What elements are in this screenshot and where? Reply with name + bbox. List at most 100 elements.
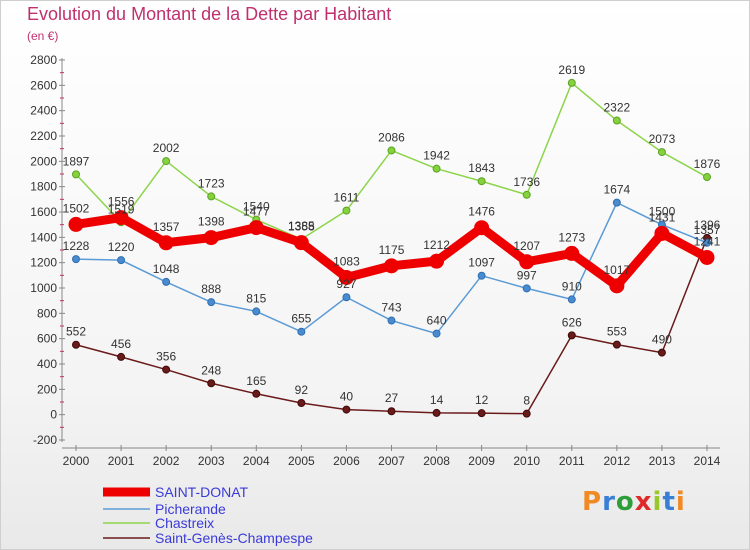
y-tick-label: 1400 (30, 230, 57, 244)
y-tick-label: 2600 (30, 78, 57, 92)
data-point (72, 170, 80, 179)
y-tick-label: 800 (37, 306, 57, 320)
data-point (522, 190, 531, 199)
x-tick-label: 2000 (63, 454, 90, 468)
data-label: 997 (517, 268, 537, 282)
y-tick-label: 400 (37, 357, 57, 371)
data-label: 1942 (423, 149, 450, 163)
data-point (384, 258, 399, 274)
data-label: 1556 (108, 195, 135, 209)
data-label: 1175 (379, 243, 405, 257)
y-tick-label: 2200 (30, 129, 57, 143)
logo-letter: x (634, 487, 653, 517)
data-point (387, 316, 396, 325)
x-tick-label: 2001 (108, 454, 135, 468)
x-tick-label: 2013 (649, 454, 676, 468)
data-point (113, 210, 129, 226)
data-point (567, 78, 576, 87)
series-saint-gen-s-champespe (72, 233, 711, 418)
unit-label: (en €) (27, 29, 59, 43)
data-point (477, 177, 486, 186)
series-layer (68, 78, 715, 418)
data-label: 2073 (649, 132, 676, 146)
data-point (654, 225, 670, 241)
data-point (522, 409, 531, 418)
data-label: 1396 (694, 218, 721, 232)
data-point (612, 198, 621, 207)
data-label: 1048 (153, 262, 180, 276)
data-label: 1220 (108, 240, 135, 254)
data-point (522, 284, 531, 293)
logo-letter: i (675, 487, 686, 517)
data-label: 1897 (63, 154, 90, 168)
x-tick-label: 2011 (559, 454, 585, 468)
legend-label: Picherande (155, 501, 226, 517)
data-label: 1212 (423, 238, 450, 252)
data-label: 456 (111, 337, 131, 351)
data-point (252, 307, 261, 316)
data-label: 1083 (333, 254, 360, 268)
data-point (117, 256, 126, 265)
data-label: 1017 (604, 263, 631, 277)
data-label: 1674 (604, 183, 631, 197)
data-label: 1357 (153, 220, 180, 234)
data-label: 1241 (694, 234, 721, 248)
data-point (703, 173, 711, 182)
data-label: 1876 (694, 157, 721, 171)
data-point (432, 164, 441, 173)
data-label: 1477 (243, 205, 270, 219)
data-label: 1519 (108, 202, 135, 216)
logo-letter: r (602, 487, 616, 517)
data-label: 8 (523, 394, 530, 408)
data-point (297, 399, 306, 408)
proxiti-logo: Proxiti (582, 487, 686, 517)
x-tick-label: 2003 (198, 454, 225, 468)
data-label: 14 (430, 393, 444, 407)
data-point (657, 148, 666, 157)
data-label: 27 (385, 391, 399, 405)
data-point (162, 157, 171, 166)
y-tick-label: -200 (33, 433, 57, 447)
data-point (342, 405, 351, 414)
legend-item: SAINT-DONAT (103, 484, 249, 500)
logo-letter: o (615, 487, 635, 517)
data-point (342, 206, 351, 215)
data-label: 1500 (649, 205, 676, 219)
y-tick-label: 1600 (30, 205, 57, 219)
data-label: 1357 (694, 223, 721, 237)
data-label: 910 (562, 279, 582, 293)
data-label: 92 (295, 383, 309, 397)
y-tick-label: 2400 (30, 104, 57, 118)
data-label: 1358 (288, 220, 315, 234)
data-point (429, 253, 445, 269)
legend-item: Picherande (103, 501, 226, 517)
data-point (474, 220, 490, 236)
x-tick-label: 2007 (378, 454, 405, 468)
x-tick-label: 2002 (153, 454, 180, 468)
legend-label: SAINT-DONAT (155, 484, 249, 500)
data-point (252, 389, 261, 398)
data-point (117, 352, 126, 361)
x-tick-label: 2009 (468, 454, 495, 468)
x-tick-label: 2004 (243, 454, 270, 468)
data-label: 2322 (604, 101, 631, 115)
data-point (519, 254, 535, 270)
y-tick-label: 0 (50, 408, 57, 422)
data-point (203, 230, 219, 246)
y-tick-label: 600 (37, 332, 57, 346)
data-label: 1736 (513, 175, 540, 189)
y-tick-label: 1800 (30, 180, 57, 194)
legend-label: Saint-Genès-Champespe (155, 530, 313, 546)
data-label: 165 (246, 374, 266, 388)
x-tick-label: 2005 (288, 454, 315, 468)
data-point (387, 146, 396, 155)
y-axis: -200 0 200 400 600 800 1000 1200 1400 1600 1800 200… (30, 53, 65, 447)
data-point (207, 298, 216, 307)
y-tick-label: 1200 (30, 256, 57, 270)
data-label: 553 (607, 325, 627, 339)
data-label: 1207 (513, 239, 540, 253)
data-label: 40 (340, 390, 354, 404)
data-point (162, 277, 171, 286)
data-point (68, 216, 84, 232)
data-label: 1273 (558, 230, 585, 244)
